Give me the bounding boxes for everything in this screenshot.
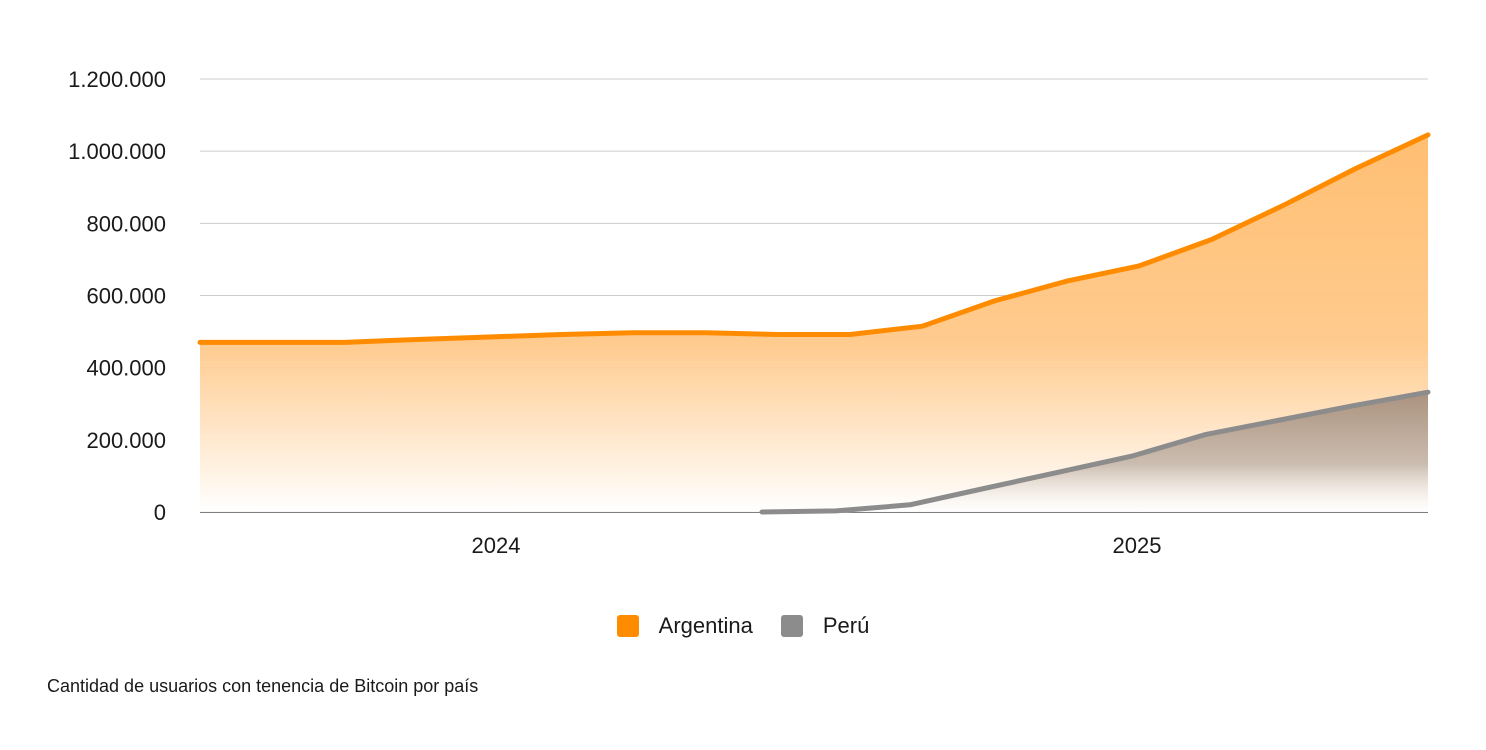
y-tick-label: 800.000 (86, 211, 166, 236)
y-tick-label: 0 (154, 500, 166, 525)
x-axis: 2024 2025 (472, 533, 1162, 558)
series-lines (197, 132, 1431, 515)
legend-label-argentina: Argentina (658, 613, 753, 638)
y-tick-label: 1.200.000 (68, 67, 166, 92)
legend-item-argentina[interactable]: Argentina (616, 613, 753, 639)
legend: Argentina Perú (0, 613, 1486, 639)
x-tick-label: 2025 (1113, 533, 1162, 558)
line-argentina (197, 132, 1431, 345)
legend-item-peru[interactable]: Perú (780, 613, 870, 639)
y-tick-label: 600.000 (86, 284, 166, 309)
area-argentina (200, 134, 1428, 512)
legend-swatch-peru (780, 615, 803, 637)
area-chart: 0 200.000 400.000 600.000 800.000 1.000.000 1.… (68, 67, 1431, 558)
chart-caption: Cantidad de usuarios con tenencia de Bit… (47, 676, 479, 696)
line-peru (759, 389, 1431, 515)
legend-swatch-argentina (616, 615, 639, 637)
legend-label-peru: Perú (822, 613, 870, 638)
area-peru (762, 392, 1428, 512)
areas (200, 134, 1428, 512)
x-tick-label: 2024 (472, 533, 521, 558)
y-axis: 0 200.000 400.000 600.000 800.000 1.000.000 1.… (68, 67, 166, 525)
y-tick-label: 200.000 (86, 428, 166, 453)
y-tick-label: 400.000 (86, 356, 166, 381)
y-tick-label: 1.000.000 (68, 139, 166, 164)
